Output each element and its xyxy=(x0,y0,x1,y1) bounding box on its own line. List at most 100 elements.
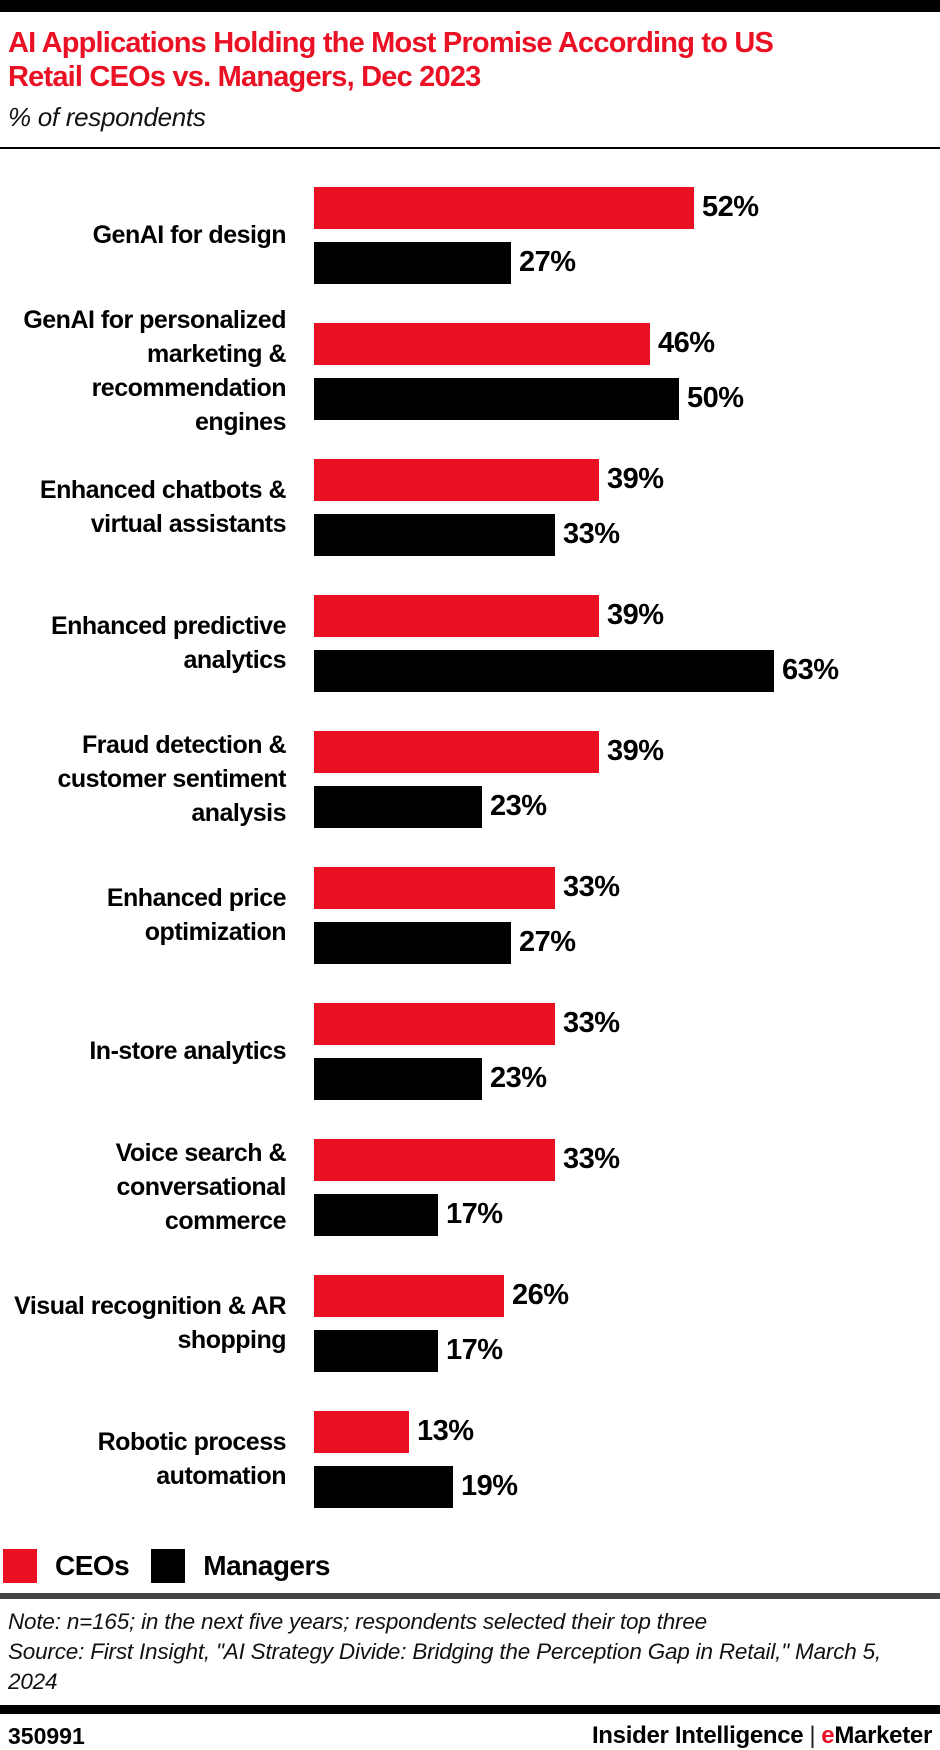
category-label: GenAI for design xyxy=(92,221,287,250)
managers-swatch-icon xyxy=(151,1549,186,1584)
row-bars: 39% 33% xyxy=(314,458,940,556)
ceos-bar xyxy=(314,594,599,637)
chart-row: Voice search & conversational commerce 3… xyxy=(0,1119,940,1255)
ceos-bar xyxy=(314,866,555,909)
brand-insider-intelligence: Insider Intelligence xyxy=(591,1722,804,1750)
managers-bar xyxy=(314,241,511,284)
ceos-bar-value: 46% xyxy=(658,327,715,360)
footer-border-bar xyxy=(0,1705,940,1715)
managers-bar-value: 17% xyxy=(446,1334,503,1367)
row-bars: 39% 63% xyxy=(314,594,940,692)
category-label: Fraud detection & customer sentiment ana… xyxy=(57,731,286,828)
ceos-bar-value: 39% xyxy=(607,463,664,496)
managers-bar-line: 27% xyxy=(314,241,940,284)
ceos-bar-line: 52% xyxy=(314,186,940,229)
managers-bar xyxy=(314,1193,438,1236)
managers-bar xyxy=(314,649,774,692)
note-text: Note: n=165; in the next five years; res… xyxy=(8,1609,707,1635)
managers-bar-value: 27% xyxy=(519,246,576,279)
row-bars: 33% 23% xyxy=(314,1002,940,1100)
managers-bar-value: 19% xyxy=(461,1470,518,1503)
legend-label-ceos: CEOs xyxy=(55,1550,130,1582)
managers-bar-value: 27% xyxy=(519,926,576,959)
ceos-bar-line: 46% xyxy=(314,322,940,365)
ceos-bar-value: 39% xyxy=(607,599,664,632)
row-bars: 52% 27% xyxy=(314,186,940,284)
legend-item-managers: Managers xyxy=(151,1549,330,1584)
chart-row: In-store analytics 33% 23% xyxy=(0,983,940,1119)
notes-block: Note: n=165; in the next five years; res… xyxy=(0,1599,940,1697)
legend-item-ceos: CEOs xyxy=(3,1549,130,1584)
brand-emarketer-rest: Marketer xyxy=(834,1722,932,1750)
ceos-bar-line: 13% xyxy=(314,1410,940,1453)
managers-bar-line: 23% xyxy=(314,785,940,828)
managers-bar xyxy=(314,1329,438,1372)
managers-bar-value: 63% xyxy=(782,654,839,687)
managers-bar xyxy=(314,377,679,420)
ceos-bar-line: 39% xyxy=(314,458,940,501)
chart-row: Robotic process automation 13% 19% xyxy=(0,1391,940,1527)
ceos-bar-value: 52% xyxy=(702,191,759,224)
managers-bar-line: 63% xyxy=(314,649,940,692)
source-text: Source: First Insight, "AI Strategy Divi… xyxy=(8,1639,881,1695)
managers-bar xyxy=(314,1057,482,1100)
brand-divider: | xyxy=(809,1722,816,1750)
row-bars: 26% 17% xyxy=(314,1274,940,1372)
managers-bar xyxy=(314,1465,453,1508)
ceos-bar xyxy=(314,458,599,501)
managers-bar-line: 23% xyxy=(314,1057,940,1100)
ceos-bar-line: 39% xyxy=(314,594,940,637)
ceos-bar-line: 33% xyxy=(314,1138,940,1181)
category-label: Voice search & conversational commerce xyxy=(115,1139,287,1236)
managers-bar-line: 27% xyxy=(314,921,940,964)
ceos-bar-value: 39% xyxy=(607,735,664,768)
row-bars: 33% 17% xyxy=(314,1138,940,1236)
chart-legend: CEOs Managers xyxy=(3,1549,940,1584)
ceos-bar-line: 33% xyxy=(314,866,940,909)
category-label: Enhanced price optimization xyxy=(106,884,287,947)
ceos-bar-value: 33% xyxy=(563,1007,620,1040)
managers-bar-value: 17% xyxy=(446,1198,503,1231)
ceos-bar xyxy=(314,1274,504,1317)
managers-bar-value: 33% xyxy=(563,518,620,551)
ceos-bar xyxy=(314,1002,555,1045)
managers-bar-value: 23% xyxy=(490,790,547,823)
category-label: In-store analytics xyxy=(89,1037,286,1066)
chart-subtitle: % of respondents xyxy=(8,102,206,133)
ceos-bar-value: 33% xyxy=(563,1143,620,1176)
managers-bar xyxy=(314,785,482,828)
chart-row: GenAI for design 52% 27% xyxy=(0,167,940,303)
category-label: Enhanced predictive analytics xyxy=(50,612,287,675)
footer: 350991 Insider Intelligence | eMarketer xyxy=(0,1714,940,1750)
ceos-swatch-icon xyxy=(3,1549,37,1584)
row-bars: 46% 50% xyxy=(314,322,940,420)
managers-bar-value: 23% xyxy=(490,1062,547,1095)
chart-row: Fraud detection & customer sentiment ana… xyxy=(0,711,940,847)
managers-bar-value: 50% xyxy=(687,382,744,415)
chart-row: GenAI for personalized marketing & recom… xyxy=(0,303,940,439)
managers-bar-line: 33% xyxy=(314,513,940,556)
ceos-bar xyxy=(314,730,599,773)
ceos-bar xyxy=(314,322,650,365)
managers-bar-line: 19% xyxy=(314,1465,940,1508)
ceos-bar-value: 26% xyxy=(512,1279,569,1312)
ceos-bar xyxy=(314,186,694,229)
managers-bar-line: 17% xyxy=(314,1193,940,1236)
chart-id: 350991 xyxy=(8,1722,85,1749)
ceos-bar xyxy=(314,1138,555,1181)
bar-chart: GenAI for design 52% 27% GenAI for perso… xyxy=(0,167,940,1527)
row-bars: 33% 27% xyxy=(314,866,940,964)
brand-emarketer-e: e xyxy=(821,1722,835,1750)
managers-bar xyxy=(314,513,555,556)
brand-lockup: Insider Intelligence | eMarketer xyxy=(592,1722,932,1750)
row-bars: 13% 19% xyxy=(314,1410,940,1508)
chart-row: Visual recognition & AR shopping 26% 17% xyxy=(0,1255,940,1391)
chart-header: AI Applications Holding the Most Promise… xyxy=(0,12,940,150)
managers-bar-line: 17% xyxy=(314,1329,940,1372)
row-bars: 39% 23% xyxy=(314,730,940,828)
chart-row: Enhanced chatbots & virtual assistants 3… xyxy=(0,439,940,575)
chart-row: Enhanced price optimization 33% 27% xyxy=(0,847,940,983)
legend-label-managers: Managers xyxy=(203,1550,330,1582)
category-label: GenAI for personalized marketing & recom… xyxy=(23,306,286,437)
category-label: Enhanced chatbots & virtual assistants xyxy=(39,476,287,539)
